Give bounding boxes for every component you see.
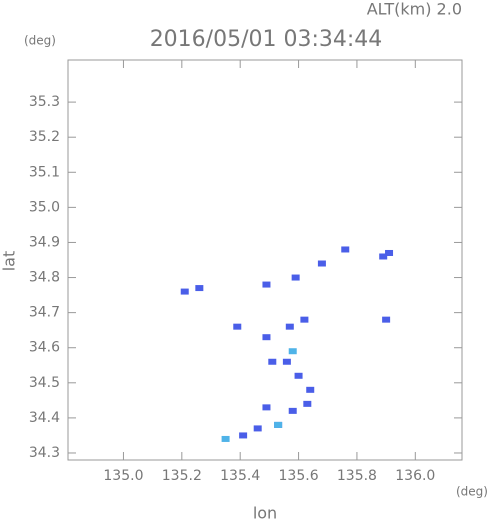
x-tick-label: 136.0 [395, 468, 435, 484]
x-tick-label: 135.8 [337, 468, 377, 484]
x-tick-label: 135.4 [220, 468, 260, 484]
echo-point [274, 421, 283, 428]
y-axis-label: lat [0, 251, 19, 272]
echo-point [180, 288, 189, 295]
echo-point [253, 425, 262, 432]
echo-point [288, 348, 297, 355]
echo-point [221, 435, 230, 442]
echo-point [382, 316, 391, 323]
x-axis-label: lon [253, 504, 277, 521]
y-tick-label: 34.4 [29, 410, 60, 426]
echo-point [306, 386, 315, 393]
y-tick-label: 35.0 [29, 199, 60, 215]
echo-point [303, 400, 312, 407]
y-tick-label: 35.1 [29, 164, 60, 180]
echo-point [379, 253, 388, 260]
x-tick-label: 135.6 [279, 468, 319, 484]
echo-point [385, 249, 394, 256]
echo-point [288, 407, 297, 414]
echo-point [233, 323, 242, 330]
x-tick-label: 135.0 [103, 468, 143, 484]
subtitle: ALT(km) 2.0 [367, 0, 462, 19]
y-unit: (deg) [24, 34, 56, 48]
echo-point [341, 246, 350, 253]
x-unit: (deg) [456, 485, 488, 499]
y-tick-label: 34.7 [29, 305, 60, 321]
plot-frame [67, 59, 463, 461]
chart-title: 2016/05/01 03:34:44 [150, 27, 383, 52]
echo-point [282, 358, 291, 365]
echo-point [268, 358, 277, 365]
echo-point [195, 285, 204, 292]
x-tick-label: 135.2 [162, 468, 202, 484]
y-tick-label: 34.5 [29, 375, 60, 391]
y-tick-label: 35.3 [29, 94, 60, 110]
y-tick-label: 34.8 [29, 270, 60, 286]
y-tick-label: 34.9 [29, 234, 60, 250]
echo-point [285, 323, 294, 330]
y-tick-label: 34.3 [29, 445, 60, 461]
echo-point [300, 316, 309, 323]
y-tick-label: 34.6 [29, 340, 60, 356]
echo-point [239, 432, 248, 439]
echo-point [294, 372, 303, 379]
echo-point [291, 274, 300, 281]
echo-point [317, 260, 326, 267]
y-tick-label: 35.2 [29, 129, 60, 145]
echo-point [262, 281, 271, 288]
echo-point [262, 404, 271, 411]
echo-point [262, 334, 271, 341]
